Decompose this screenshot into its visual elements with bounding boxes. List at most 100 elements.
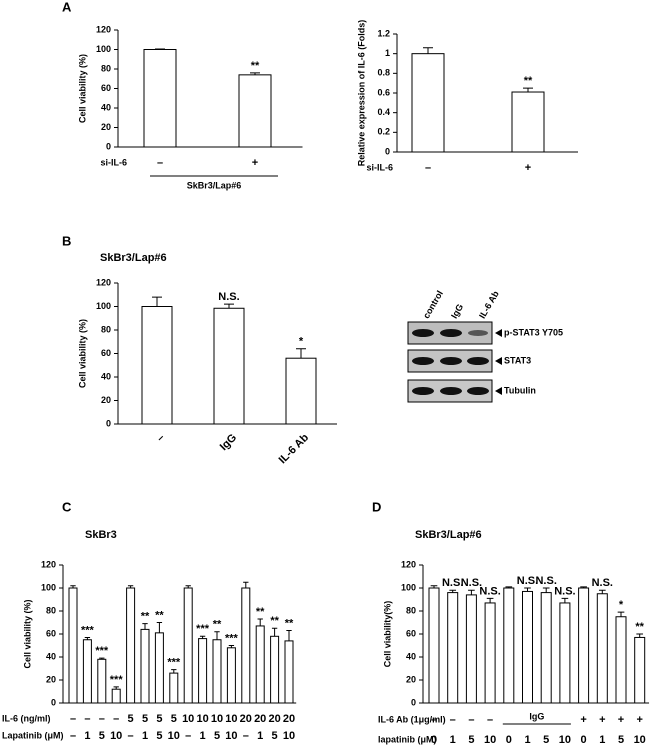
bar (428, 587, 440, 704)
error-bar (70, 585, 76, 588)
panel-label: D (372, 499, 381, 514)
row-value: – (70, 713, 76, 725)
y-tick-label: 80 (101, 324, 111, 334)
bar (540, 592, 552, 704)
bar (226, 647, 236, 704)
row-value: 5 (142, 713, 148, 725)
row-value: 5 (214, 730, 220, 742)
bar (213, 307, 245, 425)
row-value: – (157, 157, 163, 169)
row-label: si-IL-6 (366, 162, 393, 172)
row-value: 1 (200, 730, 206, 742)
row-value: 20 (268, 713, 280, 725)
bar (596, 593, 608, 704)
error-bar (113, 686, 119, 690)
row-value: 10 (182, 713, 194, 725)
x-tick-label: IgG (218, 432, 239, 453)
row-value: 20 (283, 713, 295, 725)
row-value: – (128, 730, 134, 742)
error-bar (127, 585, 134, 588)
bar (465, 594, 477, 704)
row-value: 5 (156, 730, 162, 742)
row-value: 10 (168, 730, 180, 742)
annotation: N.S. (442, 577, 463, 589)
row-value: + (525, 162, 531, 174)
bar (484, 602, 496, 704)
row-value: 10 (225, 730, 237, 742)
row-label: IL-6 (ng/ml) (2, 713, 51, 723)
row-value: 5 (156, 713, 162, 725)
annotation: * (299, 336, 304, 348)
error-bar (524, 587, 531, 592)
row-value: – (431, 714, 437, 726)
row-value: – (425, 162, 431, 174)
row-value: – (113, 713, 119, 725)
y-tick-label: 60 (101, 348, 111, 358)
bar (111, 688, 121, 704)
row-value: 5 (128, 713, 134, 725)
error-bar (561, 597, 569, 603)
row-value: 1 (257, 730, 263, 742)
error-bar (486, 597, 494, 603)
annotation: ** (141, 611, 150, 623)
bar (82, 639, 92, 704)
error-bar (617, 611, 625, 617)
row-label: si-IL-6 (100, 157, 127, 167)
annotation: *** (81, 624, 95, 636)
x-tick-label: IL-6 Ab (277, 431, 312, 466)
row-value: – (243, 730, 249, 742)
band-label: Tubulin (504, 385, 536, 395)
y-tick-label: 40 (101, 371, 111, 381)
arrowhead (495, 387, 502, 395)
row-value: 1 (84, 730, 90, 742)
row-value: 20 (240, 713, 252, 725)
bar (183, 587, 193, 704)
error-bar (142, 623, 148, 630)
error-bar (636, 633, 644, 638)
annotation: ** (524, 75, 533, 87)
error-bar (214, 631, 220, 640)
annotation: N.S. (592, 577, 613, 589)
error-bar (156, 622, 163, 633)
row-label: lapatinib (μM) (378, 734, 437, 744)
error-bar (523, 87, 533, 93)
row-value: 1 (524, 734, 530, 746)
bar (140, 628, 150, 704)
y-tick-label: 0 (106, 141, 111, 151)
y-tick-label: 100 (401, 582, 416, 592)
y-tick-label: 100 (96, 44, 111, 54)
row-value: 5 (272, 730, 278, 742)
error-bar (296, 348, 306, 359)
bar (255, 625, 265, 704)
band (468, 330, 488, 336)
band (440, 387, 462, 395)
bar (97, 658, 107, 704)
band (412, 329, 434, 337)
error-bar (250, 72, 260, 75)
bar (447, 592, 459, 704)
row-value: 10 (559, 734, 571, 746)
row-value: – (99, 713, 105, 725)
y-tick-label: 40 (406, 651, 416, 661)
annotation: N.S. (554, 585, 575, 597)
row-value: 1 (142, 730, 148, 742)
row-value: 10 (283, 730, 295, 742)
bar (522, 590, 533, 704)
y-axis-label: Cell viability(%) (382, 601, 392, 668)
y-tick-label: 80 (406, 605, 416, 615)
error-bar (580, 586, 587, 588)
bar (559, 602, 571, 704)
error-bar (505, 586, 513, 588)
row-value: + (252, 157, 258, 169)
y-tick-label: 40 (46, 651, 56, 661)
y-tick-label: 120 (96, 277, 111, 287)
row-value: 0 (506, 734, 512, 746)
chart-title: SkBr3/Lap#6 (100, 252, 167, 264)
y-tick-label: 60 (46, 628, 56, 638)
error-bar (243, 581, 249, 588)
row-label: Lapatinib (μM) (2, 730, 64, 740)
annotation: ** (270, 615, 279, 627)
error-bar (271, 627, 278, 637)
lane-label: IL-6 Ab (477, 289, 501, 321)
